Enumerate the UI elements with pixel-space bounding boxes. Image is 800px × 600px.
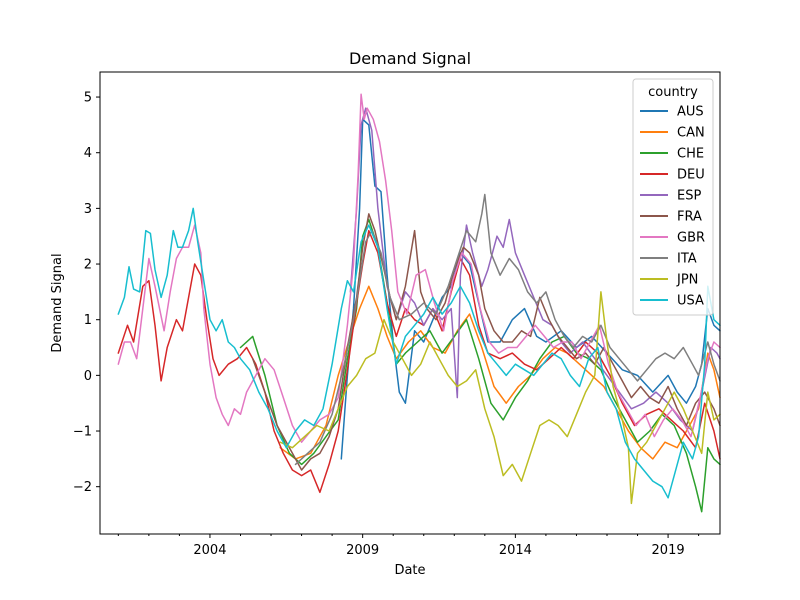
y-tick-label: 2 bbox=[84, 258, 92, 273]
y-tick-label: −2 bbox=[73, 480, 92, 495]
plot-frame bbox=[99, 71, 721, 535]
legend-title: country bbox=[648, 85, 698, 100]
chart-title: Demand Signal bbox=[349, 49, 471, 68]
legend-items: AUS CAN CHE DEU ESP FRA GBR ITA JPN USA bbox=[640, 105, 705, 309]
y-tick-label: 5 bbox=[84, 91, 92, 106]
x-tick-label: 2004 bbox=[193, 543, 226, 558]
series-line-can bbox=[279, 285, 721, 460]
x-axis-title: Date bbox=[394, 563, 425, 578]
y-tick-label: −1 bbox=[73, 425, 92, 440]
legend-label-ita: ITA bbox=[677, 252, 697, 267]
legend-label-usa: USA bbox=[677, 294, 704, 309]
legend-label-jpn: JPN bbox=[676, 273, 698, 288]
series-group bbox=[117, 93, 721, 513]
series-line-gbr bbox=[117, 93, 721, 443]
legend-box bbox=[632, 78, 714, 316]
x-tick-label: 2014 bbox=[499, 543, 532, 558]
y-tick-label: 4 bbox=[84, 146, 92, 161]
series-line-usa bbox=[117, 207, 721, 499]
legend-label-deu: DEU bbox=[677, 168, 705, 183]
y-tick-label: 0 bbox=[84, 369, 92, 384]
y-tick-label: 3 bbox=[84, 202, 92, 217]
y-tick-label: 1 bbox=[84, 313, 92, 328]
legend-label-gbr: GBR bbox=[677, 231, 705, 246]
y-axis-title: Demand Signal bbox=[50, 253, 65, 352]
legend-label-can: CAN bbox=[677, 126, 705, 141]
legend-label-esp: ESP bbox=[677, 189, 701, 204]
y-axis: −2 −1 0 1 2 3 4 5 bbox=[73, 91, 100, 495]
legend-label-che: CHE bbox=[677, 147, 704, 162]
legend-label-aus: AUS bbox=[677, 105, 704, 120]
legend: country AUS CAN CHE DEU ESP FRA GBR ITA JPN USA bbox=[632, 78, 714, 316]
series-line-ita bbox=[294, 193, 721, 466]
x-tick-label: 2009 bbox=[346, 543, 379, 558]
series-line-jpn bbox=[279, 291, 721, 505]
legend-label-fra: FRA bbox=[677, 210, 702, 225]
x-axis: 2004 2009 2014 2019 bbox=[117, 534, 700, 558]
series-line-aus bbox=[340, 118, 721, 460]
series-line-che bbox=[239, 218, 721, 513]
x-tick-label: 2019 bbox=[652, 543, 685, 558]
